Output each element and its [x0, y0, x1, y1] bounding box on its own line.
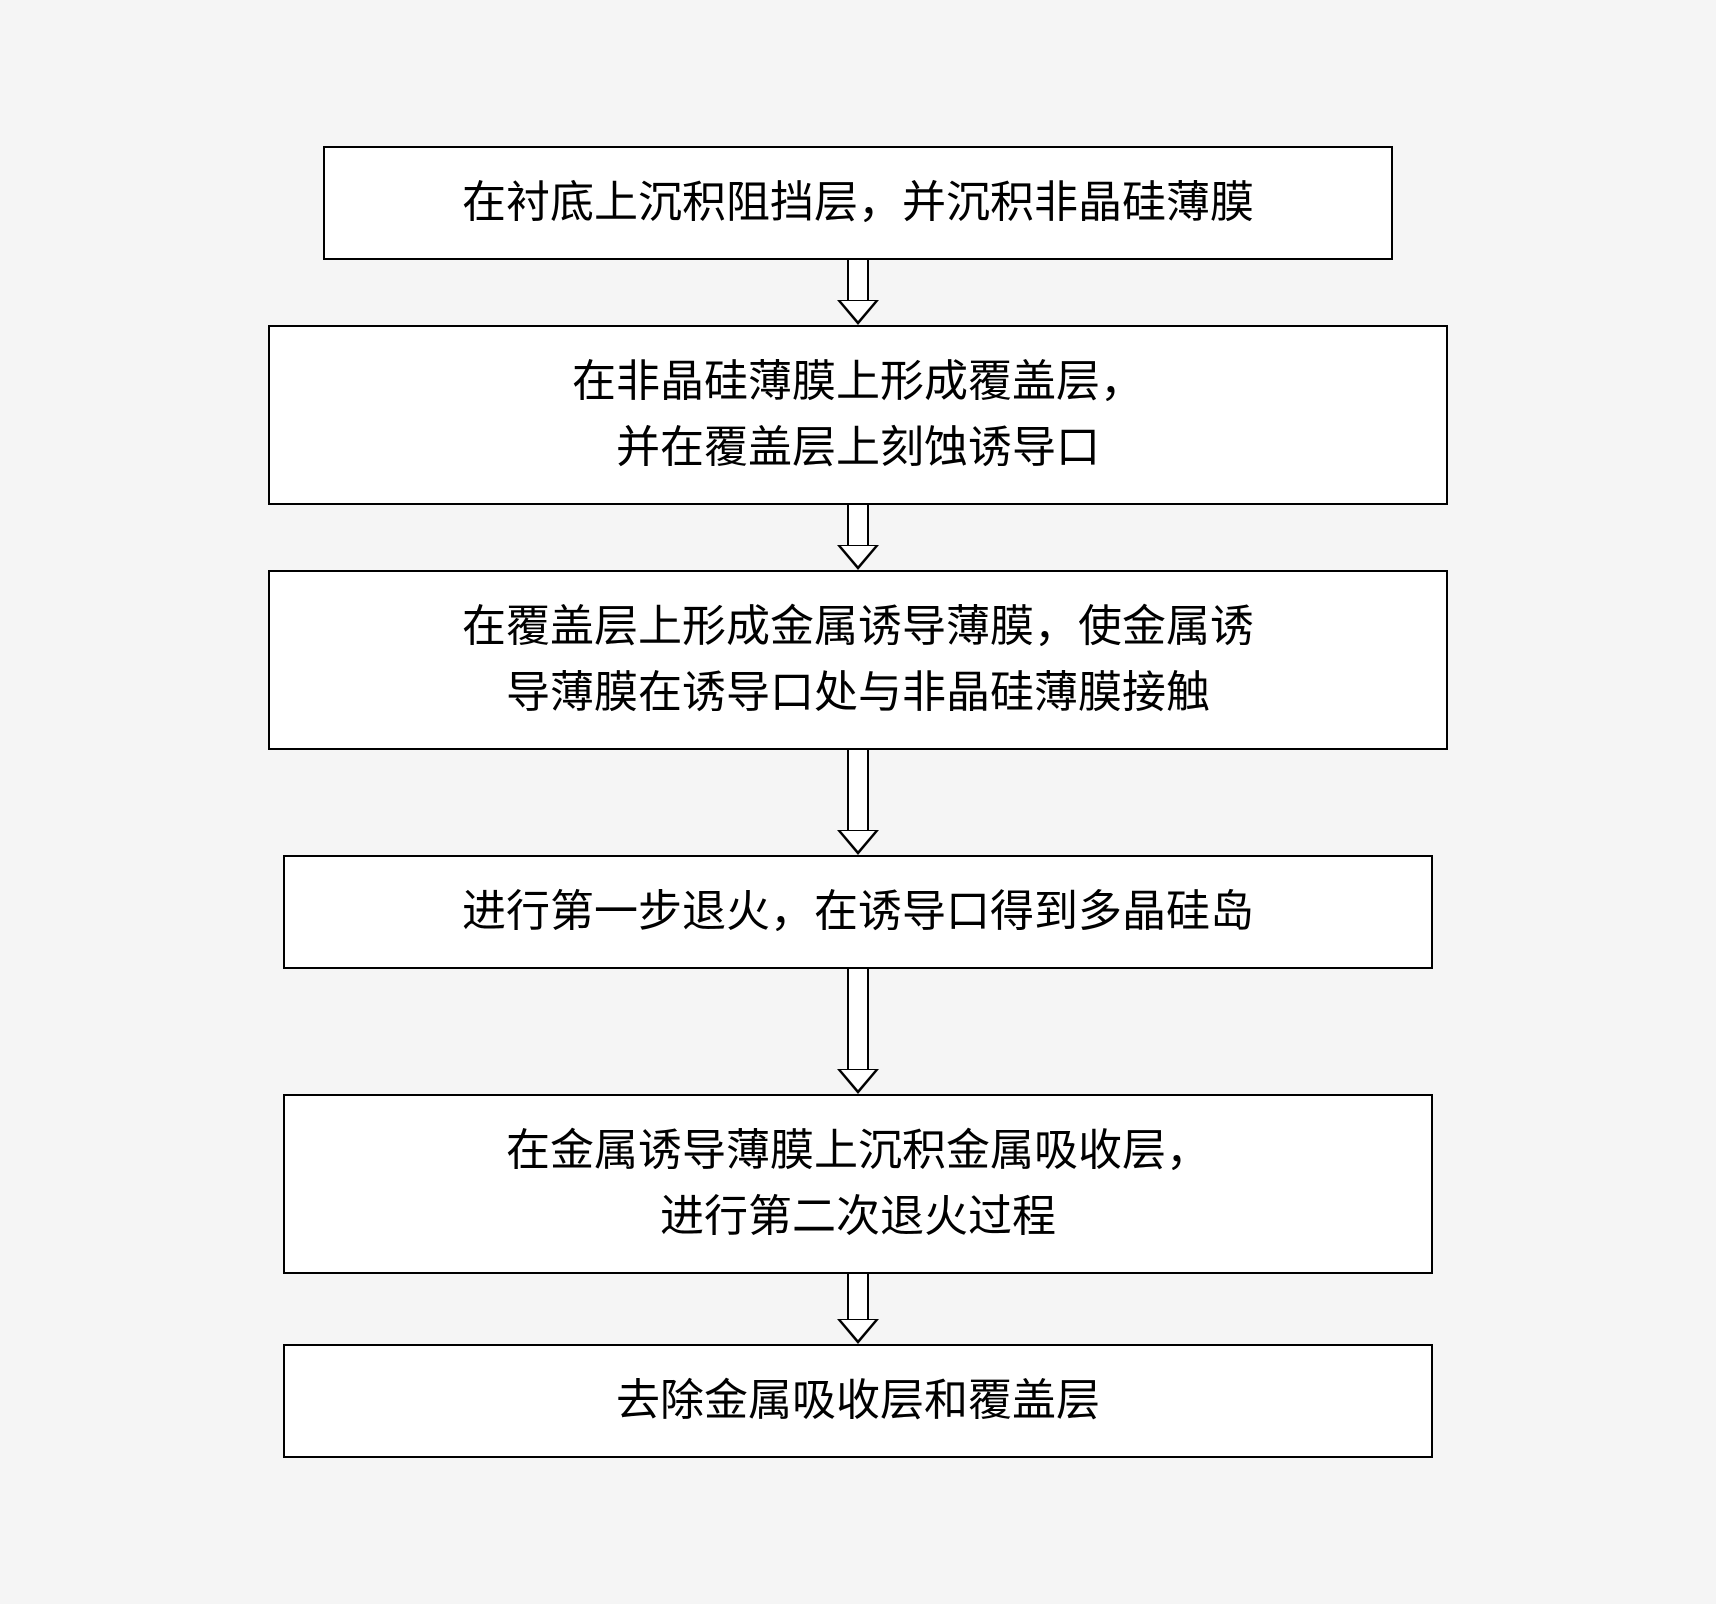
step-6-box: 去除金属吸收层和覆盖层 — [283, 1344, 1433, 1458]
step-2-text: 在非晶硅薄膜上形成覆盖层， 并在覆盖层上刻蚀诱导口 — [572, 357, 1144, 472]
step-1-text: 在衬底上沉积阻挡层，并沉积非晶硅薄膜 — [462, 178, 1254, 227]
step-2-box: 在非晶硅薄膜上形成覆盖层， 并在覆盖层上刻蚀诱导口 — [268, 325, 1448, 505]
arrow-1 — [837, 260, 879, 325]
step-3-text: 在覆盖层上形成金属诱导薄膜，使金属诱 导薄膜在诱导口处与非晶硅薄膜接触 — [462, 602, 1254, 717]
step-5-box: 在金属诱导薄膜上沉积金属吸收层， 进行第二次退火过程 — [283, 1094, 1433, 1274]
arrow-2 — [837, 505, 879, 570]
step-1-box: 在衬底上沉积阻挡层，并沉积非晶硅薄膜 — [323, 146, 1393, 260]
step-4-text: 进行第一步退火，在诱导口得到多晶硅岛 — [462, 887, 1254, 936]
arrow-4 — [837, 969, 879, 1094]
flowchart-container: 在衬底上沉积阻挡层，并沉积非晶硅薄膜 在非晶硅薄膜上形成覆盖层， 并在覆盖层上刻… — [228, 106, 1488, 1498]
arrow-3 — [837, 750, 879, 855]
step-3-box: 在覆盖层上形成金属诱导薄膜，使金属诱 导薄膜在诱导口处与非晶硅薄膜接触 — [268, 570, 1448, 750]
step-6-text: 去除金属吸收层和覆盖层 — [616, 1376, 1100, 1425]
step-4-box: 进行第一步退火，在诱导口得到多晶硅岛 — [283, 855, 1433, 969]
step-5-text: 在金属诱导薄膜上沉积金属吸收层， 进行第二次退火过程 — [506, 1126, 1210, 1241]
arrow-5 — [837, 1274, 879, 1344]
